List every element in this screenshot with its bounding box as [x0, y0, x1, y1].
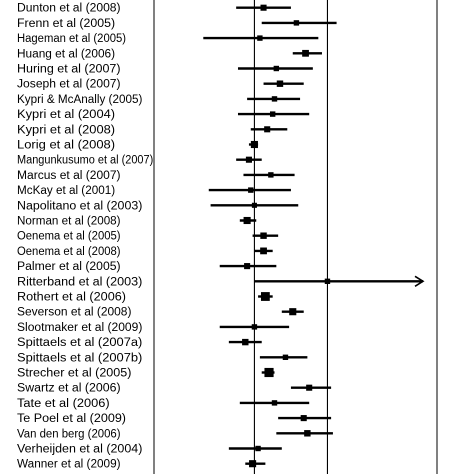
- study-label: Verheijden et al (2004): [17, 444, 143, 456]
- plot-frame: [153, 0, 438, 474]
- reference-lines: [253, 0, 329, 474]
- point-estimate: [269, 111, 276, 117]
- point-estimate: [260, 232, 267, 239]
- point-estimate: [304, 430, 311, 437]
- point-estimate: [242, 338, 249, 346]
- study-label: Marcus et al (2007): [17, 170, 121, 182]
- point-estimate: [302, 49, 309, 57]
- point-estimate: [255, 445, 261, 452]
- study-label: Kypri et al (2004): [17, 109, 115, 121]
- study-label: Strecher et al (2005): [17, 368, 132, 380]
- point-estimate: [273, 65, 280, 72]
- point-estimate: [264, 367, 274, 378]
- study-label: Mangunkusumo et al (2007): [17, 155, 153, 167]
- point-estimate: [257, 35, 263, 41]
- point-estimate: [251, 324, 258, 330]
- study-label: Lorig et al (2008): [17, 140, 115, 152]
- study-label: Ritterband et al (2003): [17, 276, 143, 288]
- point-estimate: [251, 202, 257, 208]
- study-label: Dunton et al (2008): [17, 3, 121, 15]
- study-label: Rothert et al (2006): [17, 292, 126, 304]
- study-label: Kypri et al (2008): [17, 124, 115, 136]
- study-label: Oenema et al (2008): [17, 246, 121, 258]
- point-estimate: [306, 384, 313, 391]
- study-label: McKay et al (2001): [17, 185, 115, 197]
- point-estimate: [245, 156, 252, 163]
- study-label: Oenema et al (2005): [17, 231, 121, 243]
- study-label: Swartz et al (2006): [17, 383, 121, 395]
- study-label: Spittaels et al (2007b): [17, 352, 143, 364]
- point-estimate: [271, 96, 278, 102]
- point-estimate: [293, 20, 300, 26]
- point-estimate: [300, 415, 307, 422]
- study-label: Norman et al (2008): [17, 216, 121, 228]
- point-estimate: [324, 278, 331, 284]
- study-label: Kypri & McAnally (2005): [17, 94, 143, 106]
- study-label: Te Poel et al (2009): [17, 413, 126, 425]
- point-estimate: [260, 247, 267, 255]
- study-label: Joseph et al (2007): [17, 79, 121, 91]
- point-estimate: [268, 172, 274, 178]
- study-label: Frenn et al (2005): [17, 18, 115, 30]
- study-label: Van den berg (2006): [17, 428, 121, 440]
- study-label: Hageman et al (2005): [17, 33, 126, 45]
- point-estimate: [276, 80, 284, 87]
- study-marks: [203, 4, 425, 468]
- study-label: Spittaels et al (2007a): [17, 337, 143, 349]
- point-estimate: [248, 187, 254, 193]
- study-labels: Dunton et al (2008) Frenn et al (2005) Hag…: [17, 3, 153, 471]
- point-estimate: [243, 216, 251, 225]
- point-estimate: [260, 4, 267, 11]
- study-label: Tate et al (2006): [17, 398, 110, 410]
- point-estimate: [250, 140, 258, 149]
- point-estimate: [282, 354, 289, 360]
- point-estimate: [289, 308, 297, 316]
- point-estimate: [260, 292, 270, 301]
- point-estimate: [264, 126, 271, 133]
- study-label: Slootmaker et al (2009): [17, 322, 143, 334]
- study-label: Napolitano et al (2003): [17, 200, 143, 212]
- study-label: Huang et al (2006): [17, 48, 115, 60]
- study-label: Huring et al (2007): [17, 64, 121, 76]
- point-estimate: [249, 460, 257, 468]
- study-label: Palmer et al (2005): [17, 261, 121, 273]
- study-label: Severson et al (2008): [17, 307, 132, 319]
- point-estimate: [271, 400, 278, 406]
- point-estimate: [244, 263, 251, 270]
- study-label: Wanner et al (2009): [17, 459, 121, 471]
